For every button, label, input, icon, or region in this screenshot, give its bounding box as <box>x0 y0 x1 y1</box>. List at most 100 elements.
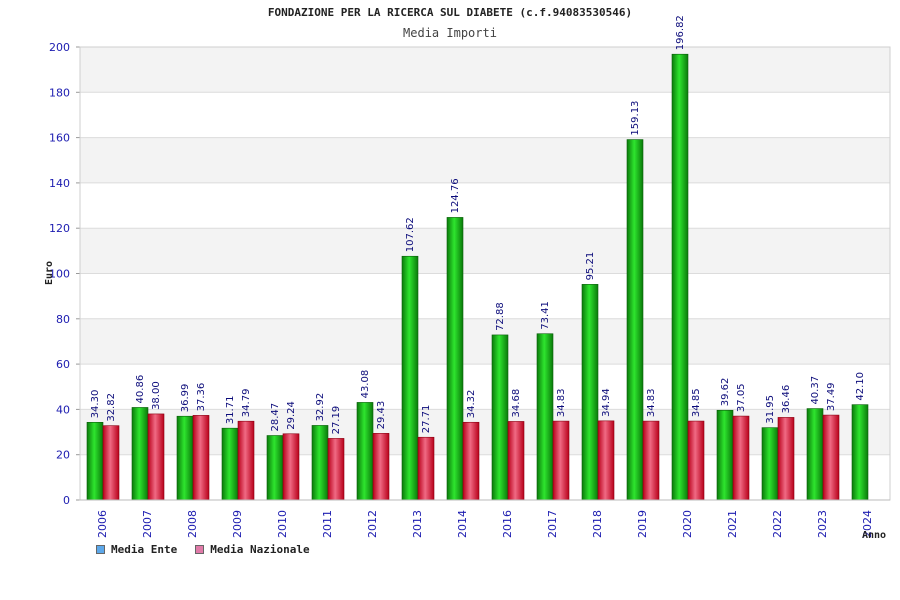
x-tick-label: 2014 <box>456 510 469 538</box>
value-label: 31.95 <box>765 395 776 424</box>
y-tick-label: 60 <box>56 358 70 371</box>
x-tick-label: 2018 <box>591 510 604 538</box>
x-tick-label: 2022 <box>771 510 784 538</box>
bar-ente <box>761 427 779 501</box>
value-label: 31.71 <box>225 396 236 425</box>
value-label: 196.82 <box>675 15 686 50</box>
y-tick-label: 140 <box>49 177 70 190</box>
x-tick-label: 2006 <box>96 510 109 538</box>
value-label: 34.83 <box>646 388 657 417</box>
bar-ente <box>86 422 104 501</box>
x-tick-label: 2020 <box>681 510 694 538</box>
bar-ente <box>581 284 599 501</box>
bar-nazionale <box>327 438 345 501</box>
bar-nazionale <box>237 420 255 501</box>
value-label: 34.83 <box>556 388 567 417</box>
grid-band <box>80 228 890 274</box>
bar-ente <box>401 255 419 501</box>
x-tick-label: 2012 <box>366 510 379 538</box>
value-label: 32.82 <box>106 393 117 422</box>
x-tick-label: 2008 <box>186 510 199 538</box>
bar-nazionale <box>147 413 165 501</box>
bar-ente <box>851 404 869 501</box>
x-axis-title: Anno <box>862 530 886 541</box>
y-axis-title: Euro <box>44 261 55 285</box>
value-label: 38.00 <box>151 381 162 410</box>
grid-band <box>80 318 890 365</box>
value-label: 34.94 <box>601 388 612 417</box>
value-label: 124.76 <box>450 178 461 213</box>
legend-swatch-ente <box>96 545 105 554</box>
value-label: 95.21 <box>585 252 596 281</box>
bar-nazionale <box>282 433 300 501</box>
bar-nazionale <box>732 415 750 501</box>
bar-nazionale <box>777 417 795 501</box>
x-tick-label: 2019 <box>636 510 649 538</box>
bar-nazionale <box>417 436 435 501</box>
bar-nazionale <box>507 421 525 501</box>
legend-label-nazionale: Media Nazionale <box>210 543 310 556</box>
grid-band <box>80 409 890 455</box>
value-label: 29.24 <box>286 401 297 430</box>
value-label: 40.86 <box>135 375 146 404</box>
bar-nazionale <box>192 415 210 501</box>
x-tick-label: 2021 <box>726 510 739 538</box>
value-label: 27.71 <box>421 405 432 434</box>
bar-ente <box>131 407 149 501</box>
x-tick-label: 2024 <box>861 510 874 538</box>
value-label: 34.30 <box>90 390 101 419</box>
y-tick-label: 20 <box>56 449 70 462</box>
y-tick-label: 160 <box>49 132 70 145</box>
grid-band <box>80 47 890 93</box>
bar-ente <box>491 334 509 501</box>
y-tick-label: 80 <box>56 313 70 326</box>
value-label: 73.41 <box>540 301 551 330</box>
value-label: 29.43 <box>376 401 387 430</box>
value-label: 37.49 <box>826 382 837 411</box>
value-label: 43.08 <box>360 370 371 399</box>
bar-nazionale <box>642 420 660 501</box>
chart-subtitle: Media Importi <box>403 26 497 40</box>
bar-ente <box>176 415 194 501</box>
y-tick-label: 120 <box>49 222 70 235</box>
x-tick-label: 2011 <box>321 510 334 538</box>
value-label: 107.62 <box>405 217 416 252</box>
value-label: 34.68 <box>511 389 522 418</box>
grid-band <box>80 454 890 500</box>
x-tick-label: 2016 <box>501 510 514 538</box>
bar-nazionale <box>372 433 390 501</box>
value-label: 28.47 <box>270 403 281 432</box>
legend-swatch-nazionale <box>195 545 205 554</box>
bar-nazionale <box>552 420 570 501</box>
bar-ente <box>356 402 374 501</box>
bar-ente <box>716 409 734 501</box>
grid-band <box>80 182 890 229</box>
grid-band <box>80 137 890 183</box>
bar-ente <box>446 217 464 501</box>
value-label: 32.92 <box>315 393 326 422</box>
value-label: 39.62 <box>720 378 731 407</box>
x-tick-label: 2007 <box>141 510 154 538</box>
x-tick-label: 2013 <box>411 510 424 538</box>
value-label: 36.46 <box>781 385 792 414</box>
legend-item-nazionale: Media Nazionale <box>195 543 310 556</box>
legend-item-ente: Media Ente <box>96 543 177 556</box>
x-tick-label: 2017 <box>546 510 559 538</box>
bar-ente <box>266 435 284 501</box>
bar-nazionale <box>597 420 615 501</box>
grid-band <box>80 92 890 138</box>
grid-band <box>80 364 890 410</box>
grid-band <box>80 273 890 319</box>
bar-nazionale <box>687 420 705 501</box>
value-label: 72.88 <box>495 302 506 331</box>
value-label: 159.13 <box>630 101 641 136</box>
bar-nazionale <box>462 421 480 501</box>
value-label: 37.36 <box>196 383 207 412</box>
bar-ente <box>806 408 824 501</box>
value-label: 40.37 <box>810 376 821 405</box>
x-tick-label: 2009 <box>231 510 244 538</box>
value-label: 36.99 <box>180 384 191 413</box>
bar-ente <box>536 333 554 501</box>
bar-ente <box>671 53 689 501</box>
value-label: 42.10 <box>855 372 866 401</box>
